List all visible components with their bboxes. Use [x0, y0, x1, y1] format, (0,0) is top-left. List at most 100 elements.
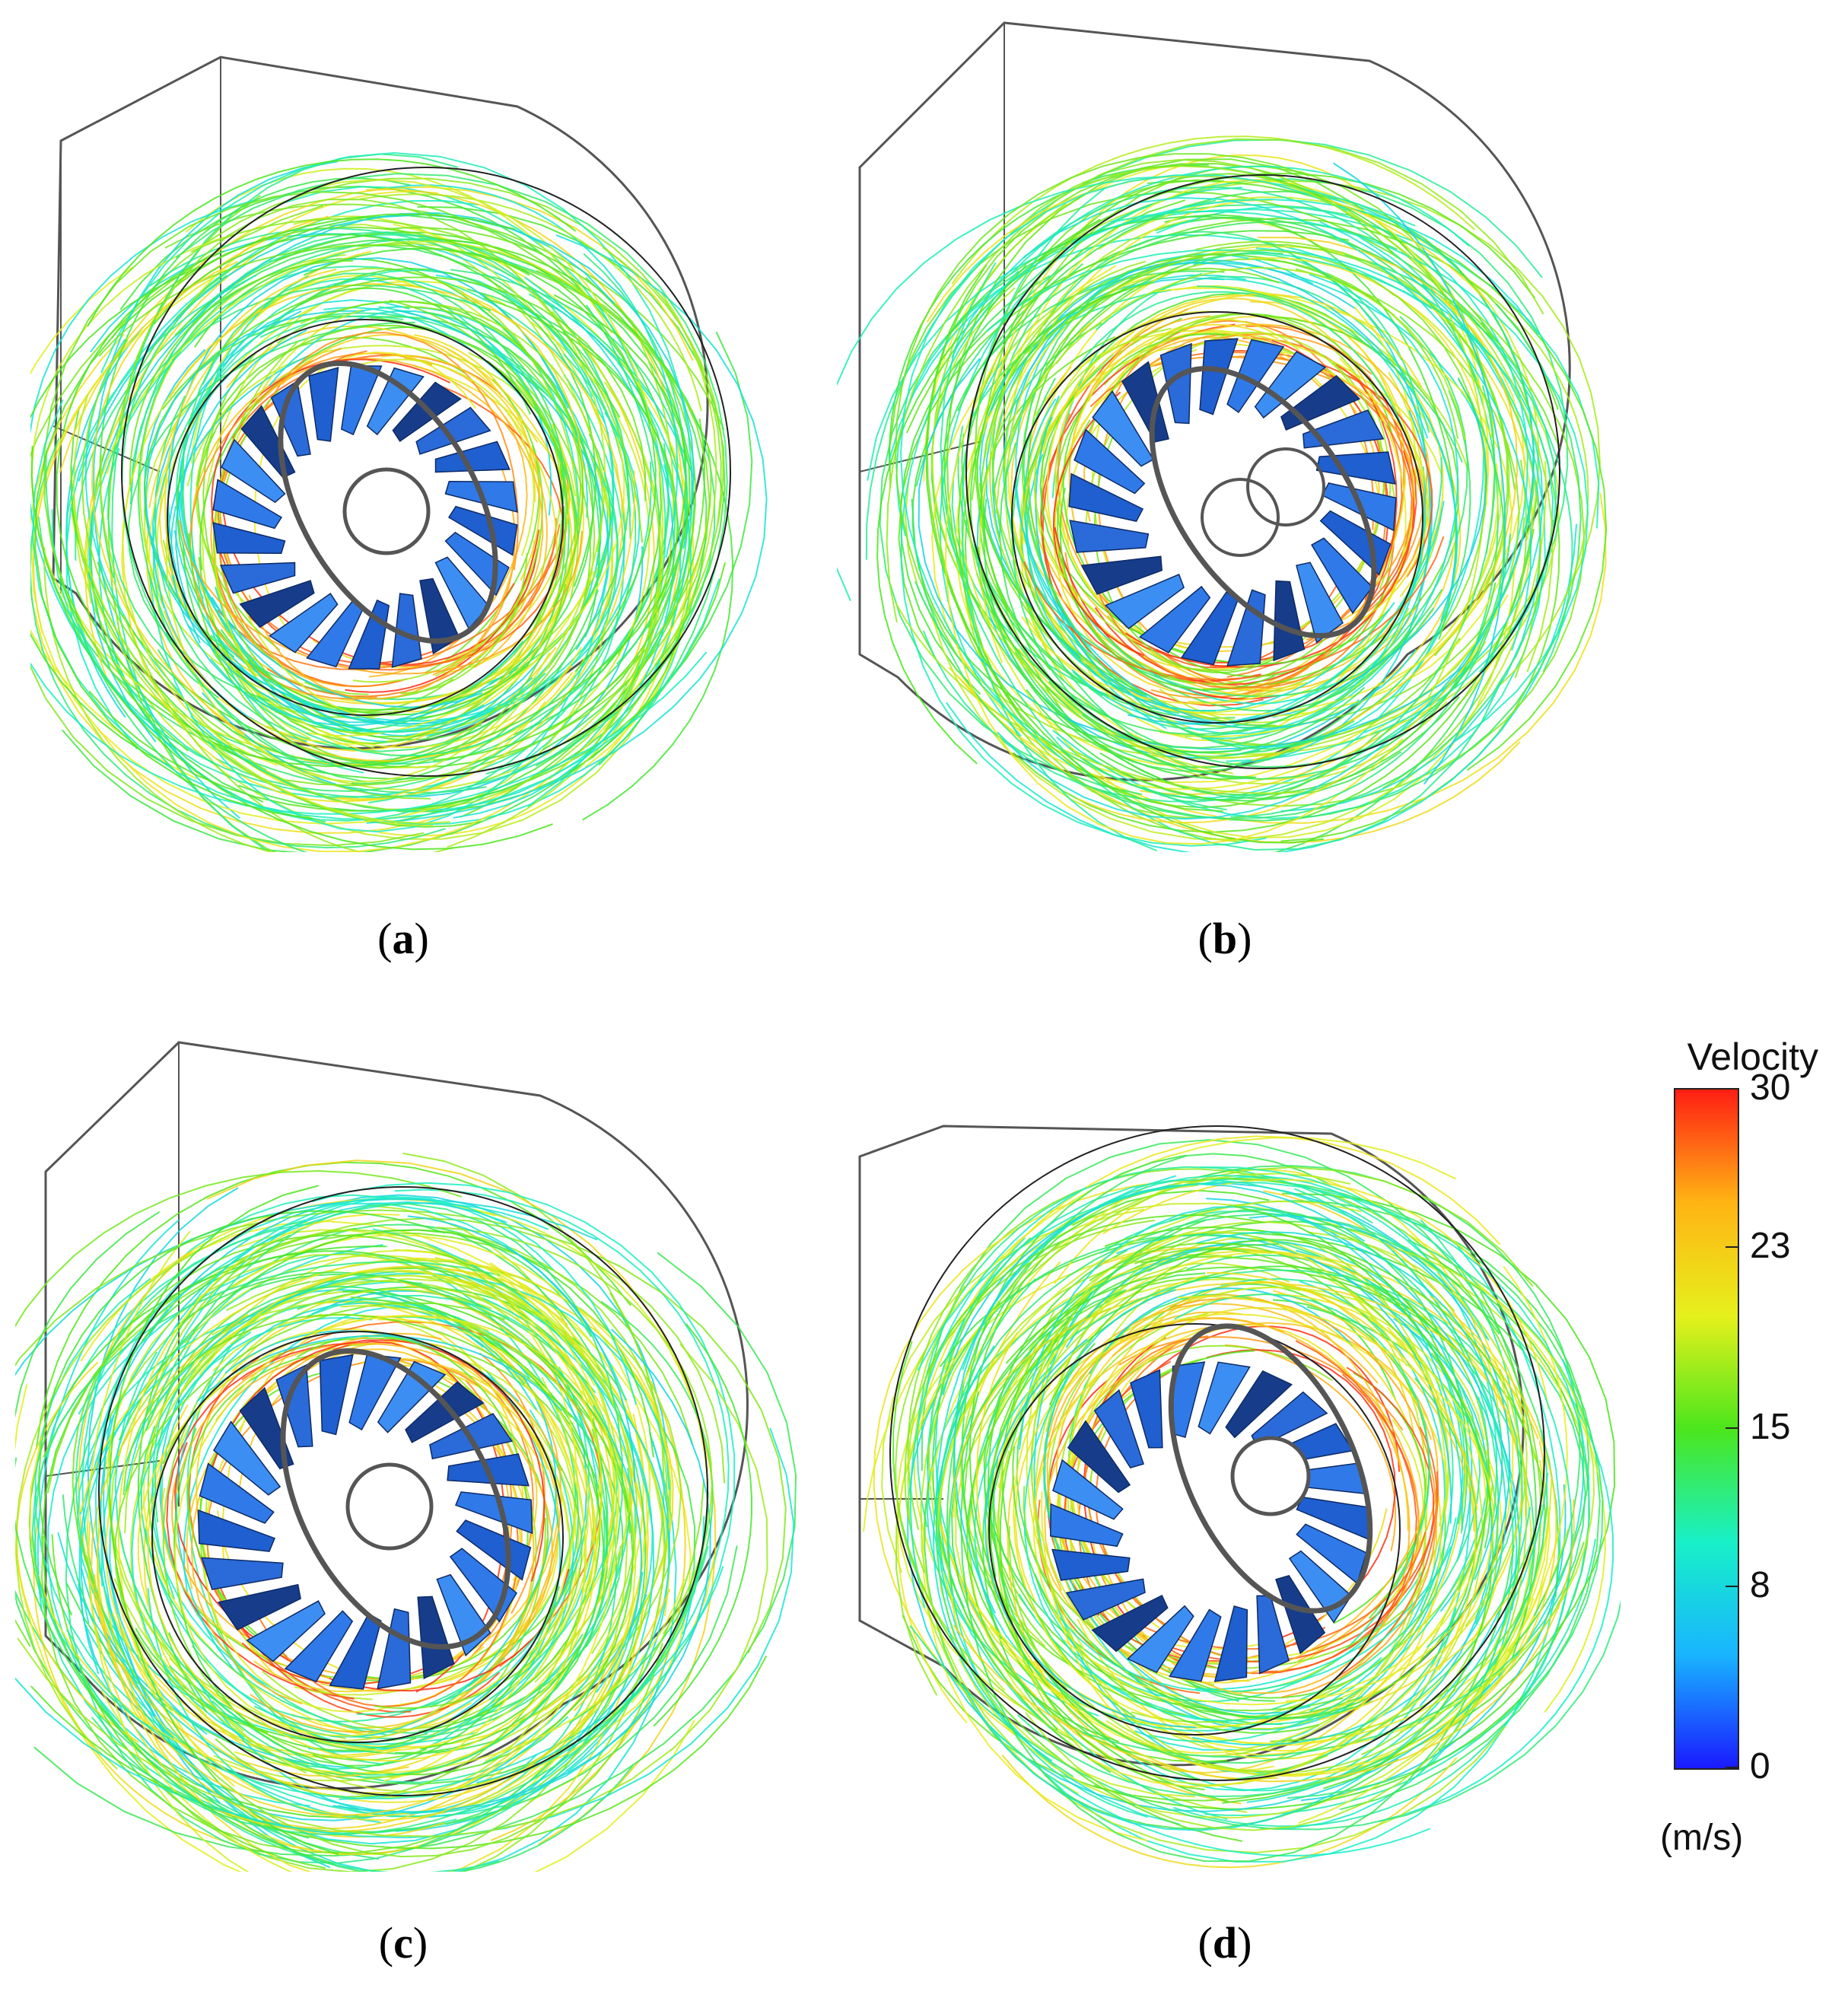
streamline	[1033, 327, 1172, 639]
impeller-blade	[270, 380, 311, 457]
streamline	[1333, 162, 1506, 785]
streamline	[967, 288, 1183, 757]
streamline	[221, 381, 663, 791]
streamline	[129, 265, 606, 492]
impeller-blade	[1051, 1548, 1131, 1581]
streamline	[981, 253, 1395, 670]
streamline	[989, 1598, 1535, 1776]
casing-circle	[889, 1125, 1545, 1781]
streamline	[386, 242, 606, 735]
streamline	[1054, 365, 1303, 691]
streamline	[62, 1494, 314, 1850]
streamline	[1220, 1277, 1481, 1710]
streamline	[360, 193, 702, 412]
streamline	[31, 1261, 501, 1740]
streamline	[371, 1364, 549, 1471]
streamline	[463, 1392, 624, 1721]
streamline	[422, 311, 565, 505]
streamline	[145, 1203, 623, 1647]
streamline	[1426, 312, 1486, 701]
streamline	[16, 1361, 139, 1743]
streamline	[152, 269, 593, 643]
streamline	[1239, 1405, 1411, 1694]
streamline	[593, 1405, 643, 1693]
impeller-blade	[1296, 562, 1344, 644]
streamline	[964, 519, 1382, 809]
streamline	[989, 1358, 1187, 1716]
colorbar-tick-mark	[1726, 1088, 1738, 1090]
streamline	[1248, 257, 1488, 494]
streamline	[1097, 332, 1306, 651]
streamline	[911, 498, 1554, 819]
streamline	[91, 1491, 709, 1836]
streamline	[1315, 1271, 1484, 1671]
streamline	[1059, 488, 1275, 691]
streamline	[1211, 278, 1429, 439]
streamline	[1041, 1491, 1274, 1771]
impeller-blade	[1315, 451, 1396, 485]
streamline	[982, 154, 1364, 434]
streamline	[1191, 1178, 1601, 1811]
streamline	[38, 1210, 445, 1616]
streamline	[1156, 1340, 1417, 1675]
streamline	[1397, 1248, 1595, 1733]
streamline	[421, 412, 558, 707]
streamline	[898, 217, 1559, 667]
streamline	[162, 1379, 428, 1761]
streamline	[384, 227, 696, 602]
streamline	[253, 1504, 597, 1762]
streamline	[212, 1510, 606, 1776]
streamline	[1335, 1471, 1439, 1678]
streamline	[918, 358, 1470, 750]
streamline	[125, 1197, 557, 1492]
streamline	[953, 1183, 1365, 1614]
streamline	[1107, 361, 1385, 672]
impeller-blade	[212, 522, 286, 555]
streamline	[340, 1305, 615, 1580]
streamline	[985, 173, 1394, 415]
streamline	[254, 267, 580, 600]
streamline	[30, 205, 425, 847]
streamline	[1039, 396, 1391, 666]
streamline	[316, 1467, 596, 1751]
streamline	[958, 1478, 1553, 1819]
streamline	[454, 1278, 633, 1514]
streamline	[389, 184, 679, 558]
streamline	[1075, 291, 1403, 428]
streamline	[332, 1328, 711, 1813]
streamline	[944, 352, 1404, 845]
streamline	[1025, 1368, 1527, 1831]
streamline	[1108, 632, 1333, 686]
streamline	[137, 288, 367, 783]
streamline	[1045, 1229, 1393, 1433]
streamline	[977, 546, 1256, 780]
streamline	[30, 651, 708, 815]
streamline	[196, 324, 568, 514]
streamline	[1062, 332, 1231, 643]
streamline	[1099, 1211, 1500, 1624]
legend-unit: (m/s)	[1660, 1818, 1744, 1858]
streamline	[1231, 1419, 1424, 1659]
streamline	[1034, 1517, 1457, 1693]
legend-title: Velocity	[1687, 1036, 1818, 1078]
streamline	[266, 292, 584, 752]
shaft-ring	[345, 1462, 434, 1551]
streamline	[989, 1532, 1522, 1774]
streamline	[72, 500, 434, 826]
streamline	[307, 1294, 619, 1701]
streamline	[909, 1186, 1087, 1608]
streamline	[1192, 1303, 1507, 1746]
streamline	[180, 299, 410, 734]
streamline	[911, 1135, 1501, 1451]
impeller-blade	[1199, 338, 1239, 415]
streamline	[189, 347, 377, 700]
streamline	[1040, 1624, 1277, 1728]
streamline	[1025, 243, 1509, 657]
streamline	[1156, 205, 1528, 592]
streamline	[940, 270, 1225, 558]
streamline	[389, 299, 592, 700]
streamline	[1131, 1484, 1493, 1723]
impeller-blade	[329, 1612, 382, 1690]
streamline	[15, 1209, 787, 1654]
streamline	[196, 336, 466, 651]
